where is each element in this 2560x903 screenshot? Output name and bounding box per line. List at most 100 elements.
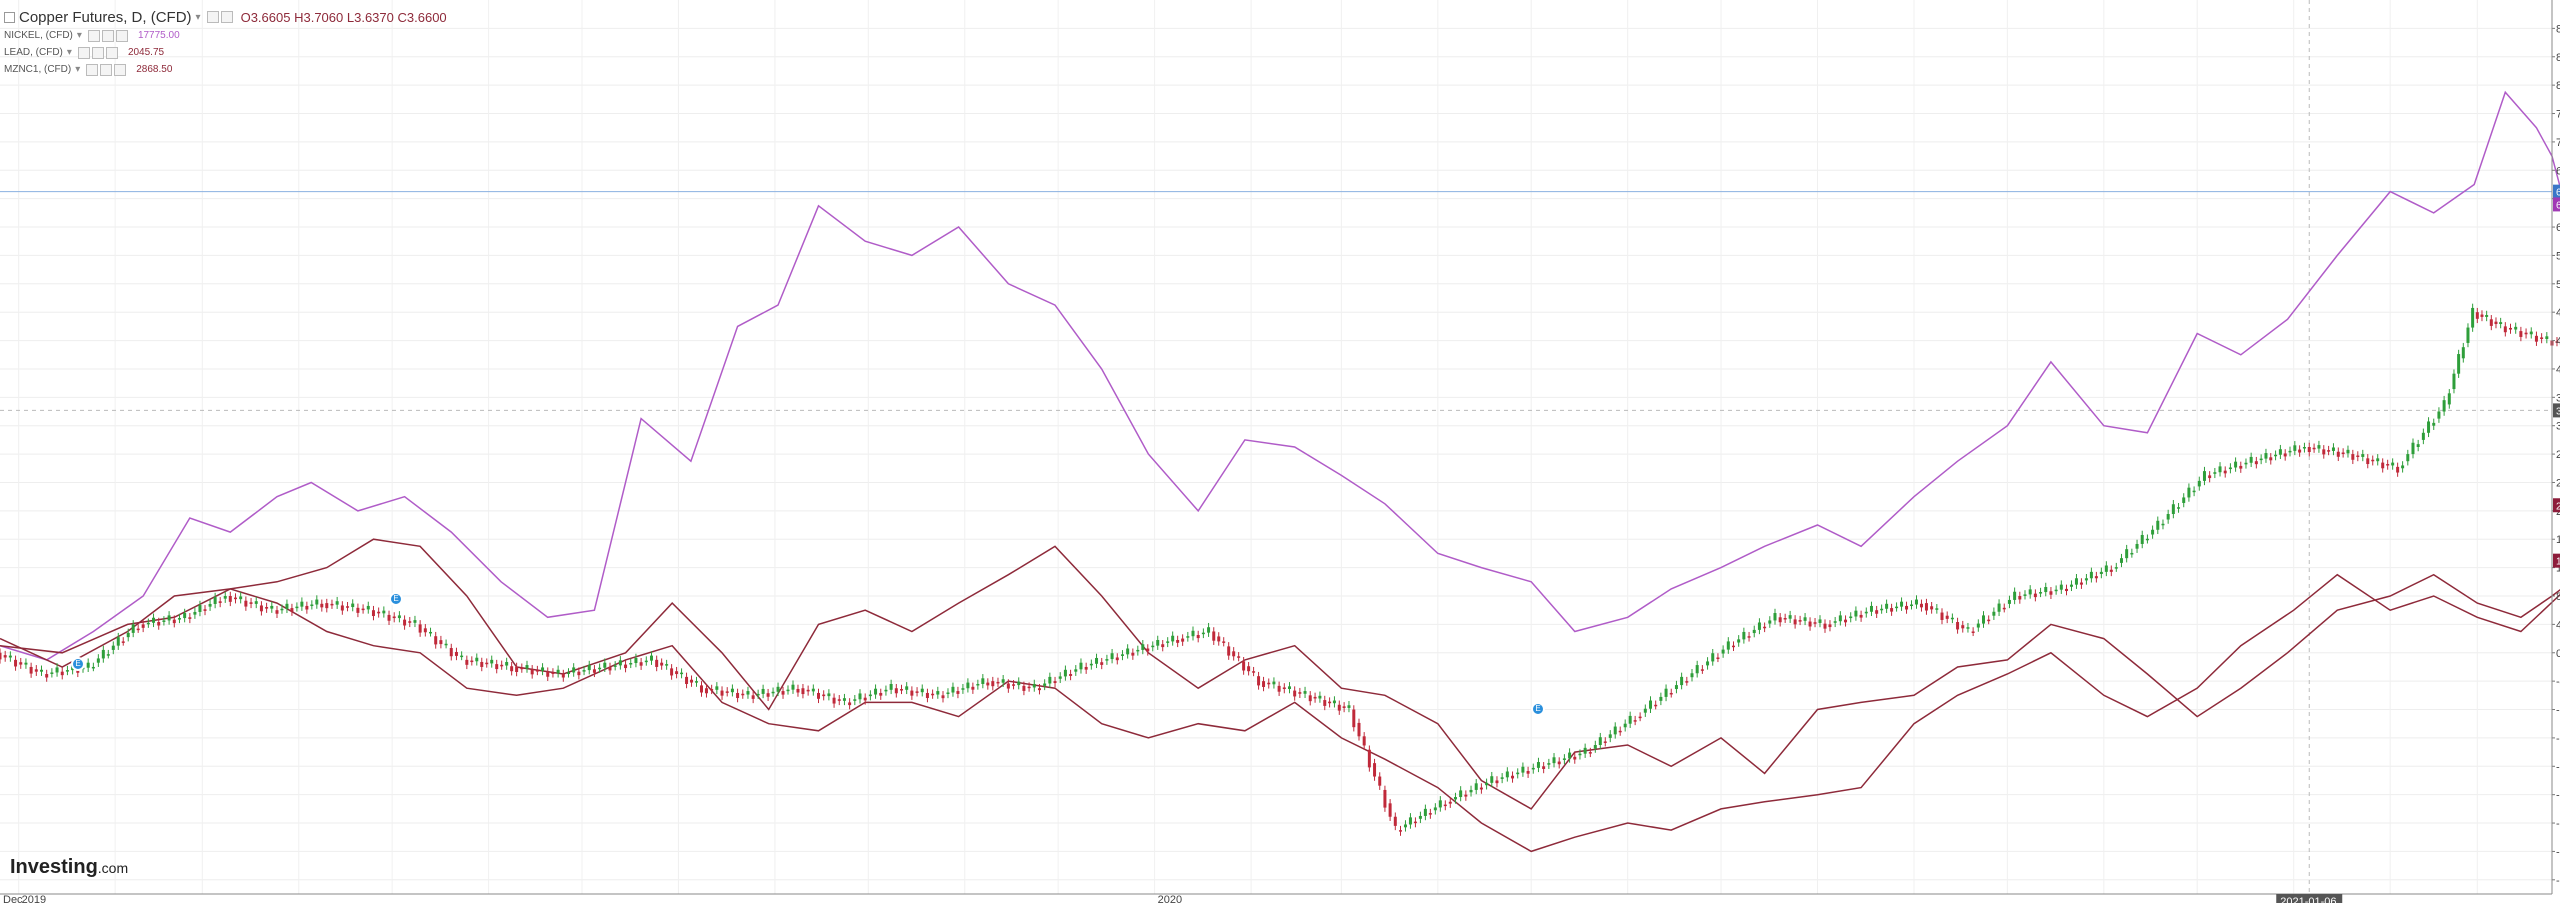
candle-body (1252, 671, 1256, 673)
candle-body (1935, 608, 1939, 610)
event-flag-icon[interactable]: E (71, 657, 85, 671)
candle-body (551, 672, 555, 674)
candle-body (858, 693, 862, 700)
candle-body (162, 620, 166, 622)
close-icon[interactable] (105, 46, 118, 59)
settings-icon[interactable] (206, 11, 219, 23)
candle-body (1613, 726, 1617, 735)
candle-body (1919, 603, 1923, 608)
candle-body (1940, 612, 1944, 620)
candle-body (685, 676, 689, 684)
candle-body (1069, 674, 1073, 676)
candle-body (1526, 771, 1530, 774)
visibility-icon[interactable] (220, 11, 233, 23)
event-flag-icon[interactable]: E (1531, 702, 1545, 716)
candle-body (1438, 800, 1442, 808)
close-icon[interactable] (114, 63, 127, 76)
candle-body (510, 666, 514, 672)
candle-body (233, 597, 237, 600)
candle-body (827, 693, 831, 697)
event-flag-icon[interactable]: E (389, 592, 403, 606)
settings-icon[interactable] (86, 63, 99, 76)
candle-body (167, 615, 171, 621)
candle-body (1032, 683, 1036, 688)
candle-body (1181, 638, 1185, 642)
y-tick-label: 48.00% (2556, 307, 2560, 319)
candle-body (1298, 692, 1302, 694)
price-label: 20.79% (2556, 501, 2560, 512)
candle-body (1357, 722, 1361, 737)
visibility-icon[interactable] (101, 29, 114, 42)
candle-body (1022, 685, 1026, 691)
candle-body (1638, 716, 1642, 719)
candle-body (1726, 641, 1730, 650)
chevron-down-icon[interactable]: ▾ (75, 64, 81, 75)
collapse-icon[interactable] (4, 11, 15, 23)
candle-body (2427, 421, 2431, 433)
candle-body (2033, 593, 2037, 598)
candle-body (2119, 558, 2123, 563)
x-axis: Dec 2019 2020 2021-01-06 (0, 893, 2552, 903)
candle-body (786, 689, 790, 692)
close-icon[interactable] (115, 29, 128, 42)
candle-body (1089, 663, 1093, 666)
candle-body (1017, 681, 1021, 686)
candle-body (572, 667, 576, 673)
legend-main-row[interactable]: Copper Futures, D, (CFD) ▾ O3.6605 H3.70… (4, 7, 447, 27)
candle-body (1747, 636, 1751, 638)
chevron-down-icon[interactable]: ▾ (195, 11, 201, 23)
y-tick-label: 60.00% (2556, 222, 2560, 234)
candle-body (1495, 780, 1499, 784)
visibility-icon[interactable] (100, 63, 113, 76)
candle-body (2341, 452, 2345, 455)
candle-body (1328, 701, 1332, 704)
candle-body (704, 688, 708, 694)
candle-body (639, 662, 643, 666)
compare-symbol: LEAD, (CFD) (4, 47, 63, 58)
candle-body (2264, 453, 2268, 459)
open-value: 3.6605 (250, 9, 291, 25)
candle-body (14, 659, 18, 667)
candle-body (1778, 617, 1782, 623)
candle-body (2529, 331, 2533, 335)
candle-body (981, 678, 985, 684)
chevron-down-icon[interactable]: ▾ (66, 47, 72, 58)
legend-compare-row[interactable]: LEAD, (CFD) ▾ 2045.75 (4, 44, 447, 61)
candle-body (1433, 807, 1437, 811)
visibility-icon[interactable] (91, 46, 104, 59)
candle-body (356, 607, 360, 613)
candle-body (2336, 451, 2340, 457)
legend-compare-row[interactable]: MZNC1, (CFD) ▾ 2868.50 (4, 61, 447, 78)
candle-body (546, 671, 550, 677)
candle-body (1737, 639, 1741, 643)
settings-icon[interactable] (87, 29, 100, 42)
candle-body (152, 617, 156, 623)
chevron-down-icon[interactable]: ▾ (76, 30, 82, 41)
candle-body (2485, 315, 2489, 317)
settings-icon[interactable] (77, 46, 90, 59)
candle-body (1654, 704, 1658, 707)
candle-body (1207, 627, 1211, 633)
candle-body (660, 662, 664, 666)
candle-body (796, 688, 800, 693)
candle-body (1542, 766, 1546, 769)
candle-body (285, 603, 289, 609)
compare-value: 2045.75 (127, 47, 165, 58)
y-tick-label: -4.00% (2556, 676, 2560, 688)
candle-body (2013, 591, 2017, 600)
candle-body (894, 688, 898, 694)
candle-body (1521, 766, 1525, 773)
candle-body (1043, 683, 1047, 686)
candle-body (2396, 466, 2400, 473)
candle-body (1603, 741, 1607, 743)
candle-body (976, 683, 980, 686)
candle-body (515, 666, 519, 672)
candle-body (2079, 582, 2083, 585)
candle-body (1490, 776, 1494, 783)
brand-suffix: .com (97, 860, 129, 876)
candle-body (561, 674, 565, 678)
candle-body (1987, 619, 1991, 622)
legend-compare-row[interactable]: NICKEL, (CFD) ▾ 17775.00 (4, 27, 447, 44)
candle-body (1706, 661, 1710, 666)
